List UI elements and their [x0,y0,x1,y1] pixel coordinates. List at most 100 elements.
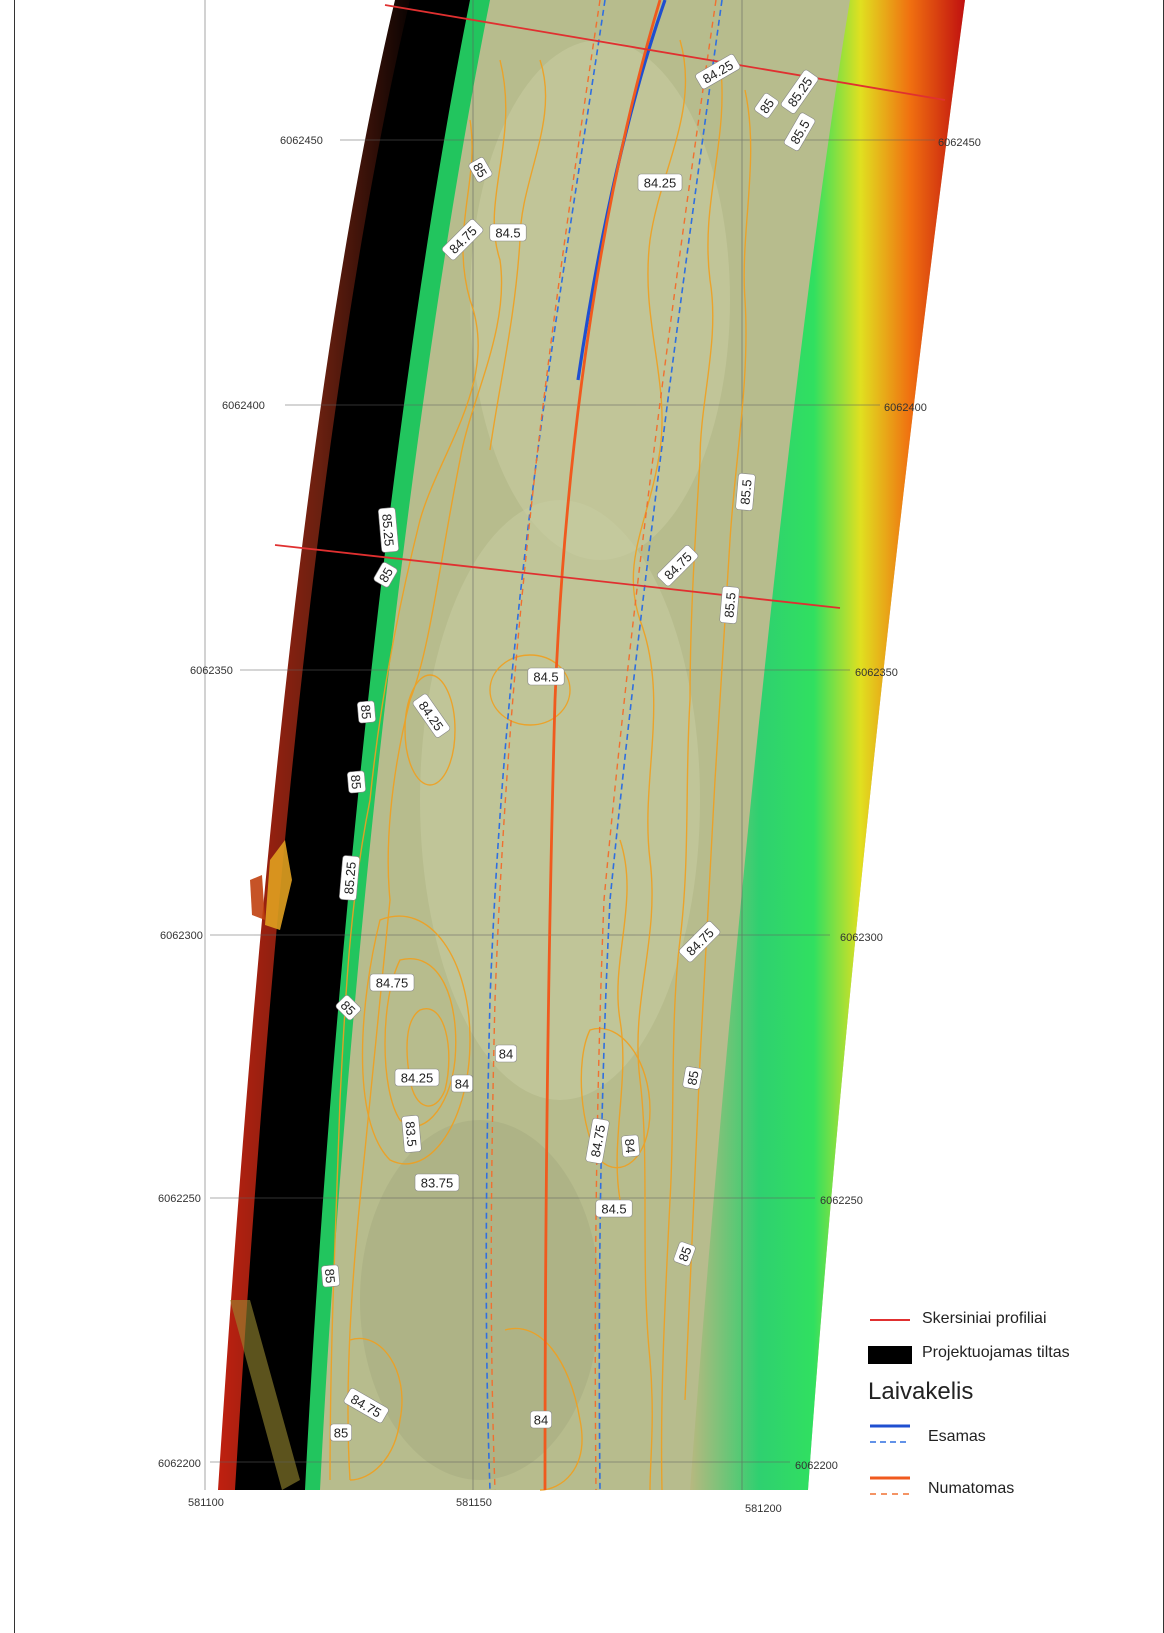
bed-shade [470,40,730,560]
contour-value: 84 [622,1138,638,1154]
legend-label: Projektuojamas tiltas [922,1344,1070,1361]
contour-label: 85 [468,157,493,183]
legend-item-existing: Esamas [868,1414,1148,1466]
contour-value: 85 [376,565,396,585]
northing-label: 6062350 [190,665,233,677]
contour-value: 84.25 [401,1071,434,1086]
bed-shade [420,500,700,1100]
contour-label: 84.75 [369,973,415,992]
contour-value: 85 [358,704,374,720]
contour-label: 84.25 [637,173,683,192]
contour-value: 84.5 [495,226,520,241]
northing-labels: 6062450 6062450 6062400 6062400 6062350 … [158,135,981,1472]
contour-label: 84.75 [585,1117,610,1164]
contour-value: 85 [757,96,778,116]
legend-label: Skersiniai profiliai [922,1310,1047,1327]
contour-label: 84.5 [527,667,565,686]
northing-label: 6062400 [884,402,927,414]
northing-label: 6062250 [820,1195,863,1207]
contour-value: 84 [499,1047,513,1062]
left-edge [218,0,420,1490]
contour-label: 85 [347,770,366,794]
left-debris [250,875,265,920]
northing-label: 6062300 [840,932,883,944]
contour-label: 85.5 [735,473,756,511]
contour-label: 85 [373,562,398,588]
easting-label: 581100 [188,1497,224,1509]
contour-value: 85.25 [341,861,359,895]
cross-profile-line [274,544,841,609]
contour-label: 85 [682,1066,703,1090]
contour-label: 84 [530,1410,552,1429]
existing-channel-edge [485,0,606,1491]
contour-label: 85 [673,1241,696,1267]
northing-label: 6062400 [222,400,265,412]
projected-bridge [235,0,470,1490]
red-line-icon [870,1319,910,1321]
contour-label: 85.5 [719,586,740,624]
left-streak [230,1300,300,1490]
contour-label: 85 [330,1423,352,1442]
bed-shade [360,1120,600,1480]
blue-line-icon [870,1424,910,1443]
contour-label: 84 [451,1074,473,1093]
contour-value: 83.75 [421,1176,454,1191]
planned-channel-axis [543,0,662,1491]
contour-label: 85 [357,700,376,724]
contour-lines [329,39,752,1491]
contour-value: 84.75 [588,1124,608,1159]
contour-value: 85 [334,1426,348,1441]
contour-value: 85.5 [721,592,738,619]
contour-label: 83.5 [401,1115,422,1153]
northing-label: 6062450 [280,135,323,147]
contour-label: 84.25 [394,1068,440,1087]
contour-value: 85 [684,1070,701,1087]
contour-label: 84 [621,1134,640,1158]
contour-value: 85.25 [379,513,397,547]
legend-item-cross-profiles: Skersiniai profiliai [868,1302,1148,1336]
northing-label: 6062200 [795,1460,838,1472]
contour-value: 85.5 [737,479,754,506]
legend-item-planned: Numatomas [868,1466,1148,1518]
contour-value: 84 [534,1413,548,1428]
easting-labels: 581100 581150 581200 [188,1497,782,1515]
contour-value: 85 [470,160,490,180]
contour-label: 85.25 [339,855,360,901]
contour-label: 85 [335,995,361,1021]
northing-label: 6062200 [158,1458,201,1470]
northing-label: 6062450 [938,137,981,149]
contour-label: 84.5 [489,223,527,242]
legend: Skersiniai profiliai Projektuojamas tilt… [868,1302,1148,1518]
legend-item-bridge: Projektuojamas tiltas [868,1336,1148,1370]
contour-value: 84.25 [644,176,677,191]
contour-label: 85 [321,1264,340,1288]
left-debris [265,840,292,930]
northing-label: 6062300 [160,930,203,942]
easting-label: 581200 [745,1503,782,1515]
existing-channel-edge [598,0,723,1491]
northing-label: 6062350 [855,667,898,679]
planned-channel-edge [490,0,601,1491]
contour-value: 85 [322,1268,338,1284]
legend-label: Esamas [928,1428,986,1445]
cross-profile-line [384,4,946,101]
contour-label: 84.5 [595,1199,633,1218]
legend-title: Laivakelis [868,1378,974,1405]
contour-label: 84 [495,1044,517,1063]
northing-label: 6062250 [158,1193,201,1205]
contour-value: 84.5 [601,1202,626,1217]
contour-value: 84.5 [533,670,558,685]
contour-value: 83.5 [402,1121,419,1148]
contour-value: 84 [455,1077,469,1092]
contour-value: 84.75 [376,976,409,991]
planned-channel-edge [594,0,717,1491]
orange-line-icon [870,1476,910,1495]
contour-label: 85 [754,93,779,119]
contour-value: 85 [348,774,364,790]
easting-label: 581150 [456,1497,492,1509]
bridge-edge-green [295,0,490,1490]
contour-value: 85 [675,1245,694,1264]
right-bank [690,0,965,1490]
contour-label: 85.25 [378,507,399,553]
